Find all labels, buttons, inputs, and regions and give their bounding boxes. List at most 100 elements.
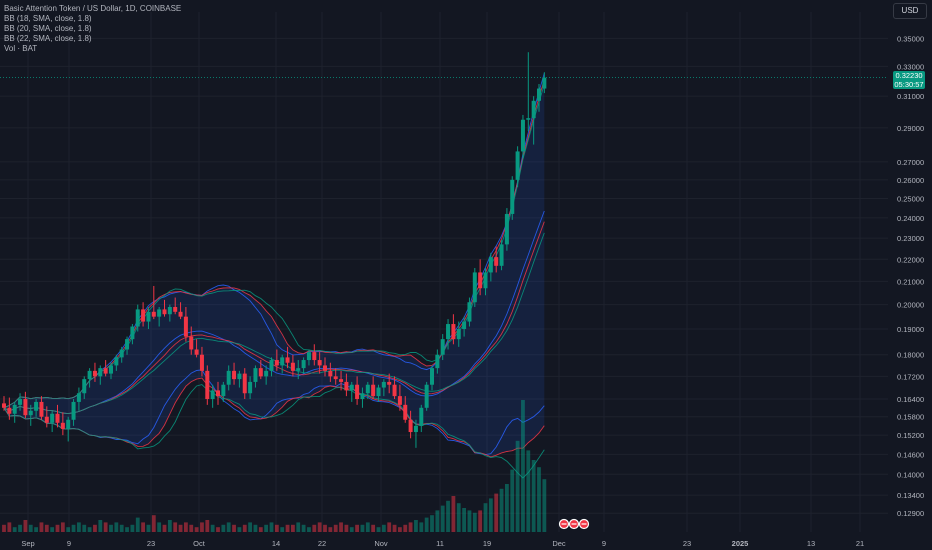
volume-bar [344, 524, 349, 532]
y-tick-label: 0.22000 [897, 255, 924, 264]
candle [446, 319, 451, 350]
y-tick-label: 0.26000 [897, 176, 924, 185]
y-tick-label: 0.31000 [897, 92, 924, 101]
volume-bar [301, 524, 306, 532]
candle [194, 339, 199, 358]
candle-body [526, 118, 531, 120]
candle [12, 401, 17, 423]
candle-body [290, 362, 295, 371]
candle-body [451, 324, 456, 340]
volume-bar [50, 527, 55, 532]
candle [440, 334, 445, 361]
x-tick-label: 21 [856, 539, 864, 548]
x-tick-label: 19 [483, 539, 491, 548]
candle [28, 404, 33, 426]
y-axis: 0.35000 0.33000 0.31000 0.29000 0.27000 0.260… [888, 0, 932, 550]
candle [253, 365, 258, 388]
candle [494, 246, 499, 273]
volume-bar [328, 527, 333, 532]
volume-bar [2, 524, 6, 532]
volume-bar [205, 520, 210, 532]
last-price-value: 0.32230 [895, 70, 923, 80]
candle [210, 384, 215, 408]
volume-bar [109, 524, 113, 532]
volume-bar [285, 524, 290, 532]
candle-body [92, 370, 97, 377]
candle [269, 357, 274, 377]
indicator-bb20[interactable]: BB (20, SMA, close, 1.8) [4, 24, 92, 33]
candle [119, 346, 124, 363]
candle-body [520, 119, 525, 152]
candle [328, 362, 333, 382]
indicator-bb18[interactable]: BB (18, SMA, close, 1.8) [4, 14, 92, 23]
volume-bar [488, 498, 493, 532]
candle [355, 376, 360, 405]
candle-body [109, 365, 113, 374]
volume-bar [430, 515, 434, 532]
y-tick-label: 0.15800 [897, 413, 924, 422]
volume-bar [44, 524, 49, 532]
candle-body [44, 416, 49, 423]
candle-body [462, 321, 467, 330]
volume-bar [216, 527, 220, 532]
y-tick-label: 0.17200 [897, 372, 924, 381]
candle-body [242, 373, 247, 394]
y-tick-label: 0.13400 [897, 491, 924, 500]
y-tick-label: 0.21000 [897, 277, 924, 286]
candle [221, 381, 226, 402]
x-axis: Sep 9 23 Oct 14 22 Nov 11 19 Dec 9 23 2025 13 21 [21, 539, 864, 548]
volume-bar [18, 524, 22, 532]
volume-bar [23, 520, 28, 532]
candle [290, 354, 295, 377]
y-tick-label: 0.27000 [897, 158, 924, 167]
candle [542, 72, 547, 94]
candle-body [301, 360, 306, 369]
candle-body [135, 309, 140, 327]
volume-bar [226, 522, 231, 532]
candle [371, 376, 376, 400]
candle-body [296, 368, 301, 371]
volume-bar [291, 524, 295, 532]
candle [333, 368, 338, 385]
candle [376, 384, 381, 402]
volume-bar [531, 460, 536, 532]
candle [130, 324, 135, 345]
y-tick-label: 0.24000 [897, 214, 924, 223]
candle-body [397, 396, 402, 405]
indicator-volume[interactable]: Vol · BAT [4, 44, 38, 53]
candle-body [403, 404, 408, 420]
candle-body [216, 390, 220, 397]
volume-bar [355, 524, 359, 532]
candle-body [381, 381, 386, 388]
candle [488, 252, 493, 282]
x-tick-label: 9 [602, 539, 606, 548]
candle [92, 362, 97, 382]
candle [199, 346, 204, 377]
volume-bar [462, 508, 466, 532]
candle-body [355, 384, 360, 400]
candle [242, 368, 247, 400]
currency-button[interactable]: USD [893, 3, 927, 19]
volume-bar [472, 512, 477, 532]
candle [34, 399, 39, 417]
candle-body [510, 179, 515, 214]
volume-bar [34, 527, 38, 532]
candle [39, 396, 44, 420]
candle-body [162, 309, 167, 315]
volume-bar [151, 515, 156, 532]
candle-body [312, 352, 317, 361]
candle-body [18, 399, 23, 405]
projection-markers [558, 518, 590, 530]
candle [510, 176, 515, 220]
candle [381, 379, 386, 397]
candle [456, 321, 461, 347]
candle [301, 357, 306, 374]
volume-bar [521, 400, 525, 532]
candle-body [248, 381, 253, 394]
volume-bar [248, 522, 252, 532]
candle [526, 52, 531, 132]
volume-bar [87, 527, 92, 532]
indicator-bb22[interactable]: BB (22, SMA, close, 1.8) [4, 34, 92, 43]
y-tick-label: 0.23000 [897, 234, 924, 243]
